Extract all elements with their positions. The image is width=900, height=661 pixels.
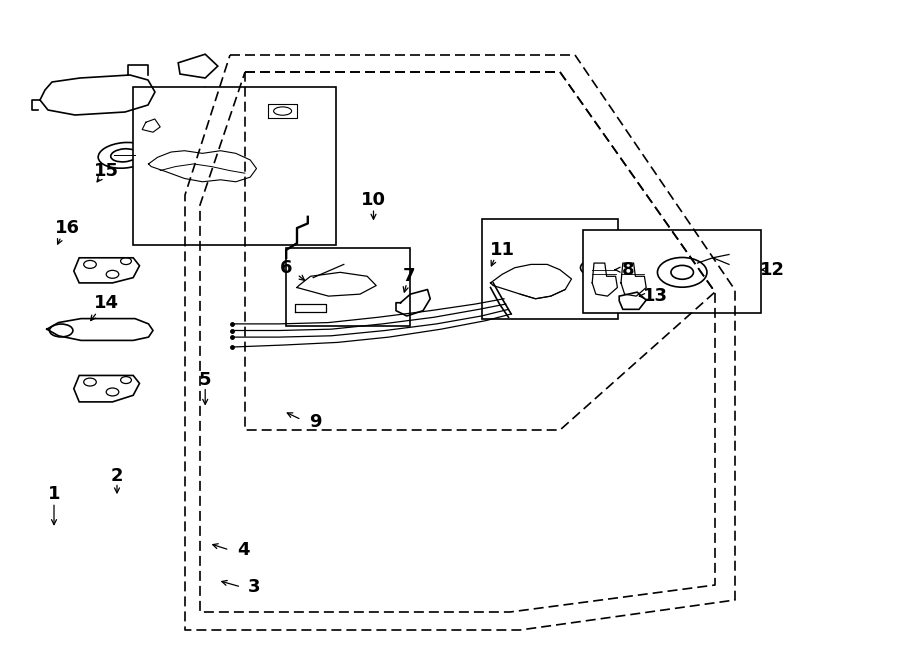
Text: 4: 4 bbox=[237, 541, 249, 559]
Text: 5: 5 bbox=[199, 371, 212, 389]
Bar bbox=[583, 230, 761, 313]
Polygon shape bbox=[74, 258, 140, 283]
Text: 14: 14 bbox=[94, 293, 119, 312]
Polygon shape bbox=[178, 54, 218, 78]
Text: 3: 3 bbox=[248, 578, 260, 596]
Text: 13: 13 bbox=[643, 287, 668, 305]
Text: 11: 11 bbox=[490, 241, 515, 259]
Polygon shape bbox=[619, 292, 646, 309]
Text: 1: 1 bbox=[48, 485, 60, 504]
Bar bbox=[286, 248, 410, 326]
Polygon shape bbox=[178, 87, 218, 111]
Text: 15: 15 bbox=[94, 161, 119, 180]
Text: 10: 10 bbox=[361, 190, 386, 209]
Text: 2: 2 bbox=[111, 467, 123, 485]
Text: 6: 6 bbox=[280, 258, 292, 277]
Text: 16: 16 bbox=[55, 219, 80, 237]
Bar bbox=[482, 219, 618, 319]
Polygon shape bbox=[74, 375, 140, 402]
Text: 7: 7 bbox=[403, 267, 416, 286]
Text: 12: 12 bbox=[760, 260, 785, 279]
Bar bbox=[133, 87, 336, 245]
Text: 9: 9 bbox=[309, 412, 321, 431]
Text: 8: 8 bbox=[622, 260, 634, 279]
